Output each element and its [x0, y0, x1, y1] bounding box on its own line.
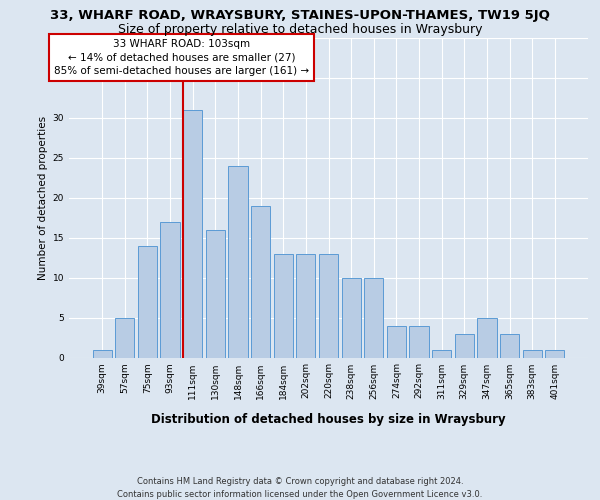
Bar: [206, 230, 225, 358]
Bar: [296, 254, 316, 358]
Bar: [160, 222, 180, 358]
Bar: [523, 350, 542, 358]
Text: Size of property relative to detached houses in Wraysbury: Size of property relative to detached ho…: [118, 22, 482, 36]
Bar: [477, 318, 497, 358]
Bar: [364, 278, 383, 357]
Bar: [387, 326, 406, 358]
Text: 33, WHARF ROAD, WRAYSBURY, STAINES-UPON-THAMES, TW19 5JQ: 33, WHARF ROAD, WRAYSBURY, STAINES-UPON-…: [50, 9, 550, 22]
Bar: [500, 334, 519, 357]
Bar: [341, 278, 361, 357]
Bar: [274, 254, 293, 358]
Y-axis label: Number of detached properties: Number of detached properties: [38, 116, 49, 280]
Bar: [92, 350, 112, 358]
Text: 33 WHARF ROAD: 103sqm
← 14% of detached houses are smaller (27)
85% of semi-deta: 33 WHARF ROAD: 103sqm ← 14% of detached …: [54, 39, 309, 76]
Text: Distribution of detached houses by size in Wraysbury: Distribution of detached houses by size …: [151, 412, 506, 426]
Bar: [319, 254, 338, 358]
Bar: [432, 350, 451, 358]
Bar: [409, 326, 428, 358]
Bar: [115, 318, 134, 358]
Text: Contains HM Land Registry data © Crown copyright and database right 2024.
Contai: Contains HM Land Registry data © Crown c…: [118, 477, 482, 499]
Bar: [138, 246, 157, 358]
Bar: [545, 350, 565, 358]
Bar: [229, 166, 248, 358]
Bar: [183, 110, 202, 358]
Bar: [455, 334, 474, 357]
Bar: [251, 206, 270, 358]
